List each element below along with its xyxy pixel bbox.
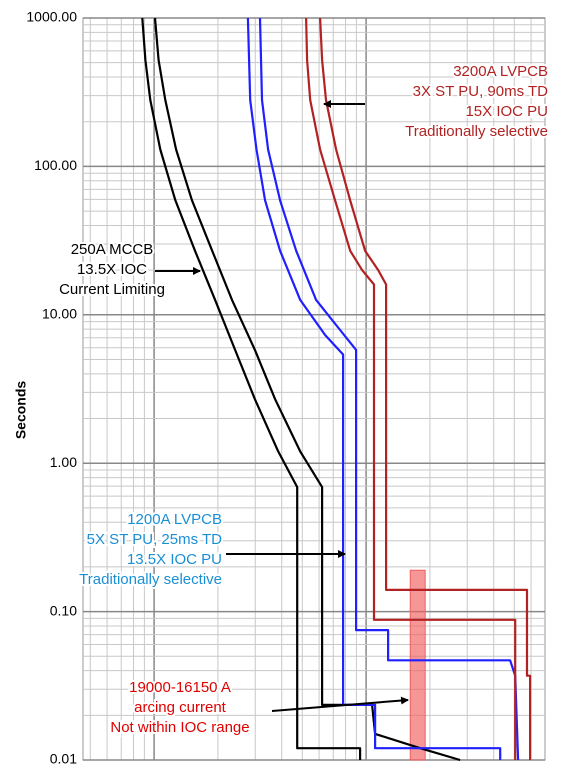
annotation: 3200A LVPCB: [453, 63, 548, 80]
annotation: 19000-16150 A: [129, 679, 231, 696]
y-tick-label: 1000.00: [26, 9, 77, 25]
tcc-curve: [153, 17, 461, 762]
annotation: Current Limiting: [59, 281, 165, 298]
grid: [82, 17, 546, 761]
tcc-curve: [141, 17, 362, 760]
plot-area: [82, 17, 546, 761]
y-axis-label: Seconds: [13, 381, 29, 440]
tcc-curve: [246, 17, 502, 760]
arrow: [271, 696, 409, 712]
annotation: 13.5X IOC PU: [127, 551, 222, 568]
annotation: Traditionally selective: [79, 571, 222, 588]
annotation: 3X ST PU, 90ms TD: [413, 83, 548, 100]
bands: [409, 569, 426, 761]
annotation: Not within IOC range: [110, 719, 249, 736]
annotation: 250A MCCB: [71, 241, 154, 258]
curves: [141, 17, 532, 762]
annotation: Traditionally selective: [405, 123, 548, 140]
tcc-curve: [258, 17, 520, 761]
annotation: 15X IOC PU: [465, 103, 548, 120]
y-tick-label: 1.00: [50, 454, 77, 470]
arcing-band: [409, 569, 426, 761]
annotation: 5X ST PU, 25ms TD: [87, 531, 222, 548]
tcc-curve: [305, 17, 517, 760]
y-tick-label: 0.01: [50, 751, 77, 767]
y-tick-label: 10.00: [42, 306, 77, 322]
y-tick-label: 100.00: [34, 157, 77, 173]
y-tick-label: 0.10: [50, 602, 77, 618]
annotation: 13.5X IOC: [77, 261, 147, 278]
labels: 1000.00 100.00 10.00 1.00 0.10 0.01 3200A LVPC…: [26, 9, 550, 767]
annotation: 1200A LVPCB: [127, 511, 222, 528]
annotation: arcing current: [134, 699, 227, 716]
